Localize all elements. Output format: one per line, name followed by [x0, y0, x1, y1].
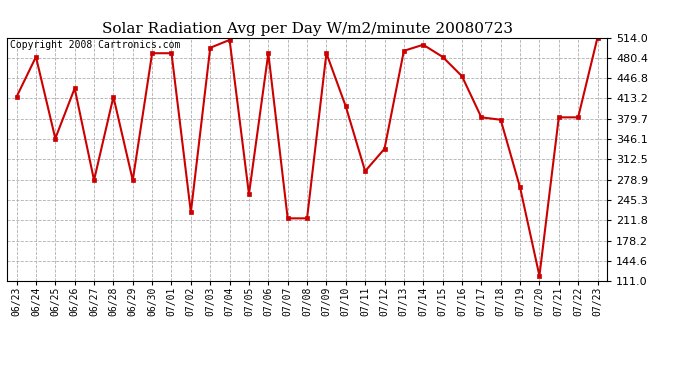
Text: Copyright 2008 Cartronics.com: Copyright 2008 Cartronics.com	[10, 40, 180, 50]
Title: Solar Radiation Avg per Day W/m2/minute 20080723: Solar Radiation Avg per Day W/m2/minute …	[101, 22, 513, 36]
